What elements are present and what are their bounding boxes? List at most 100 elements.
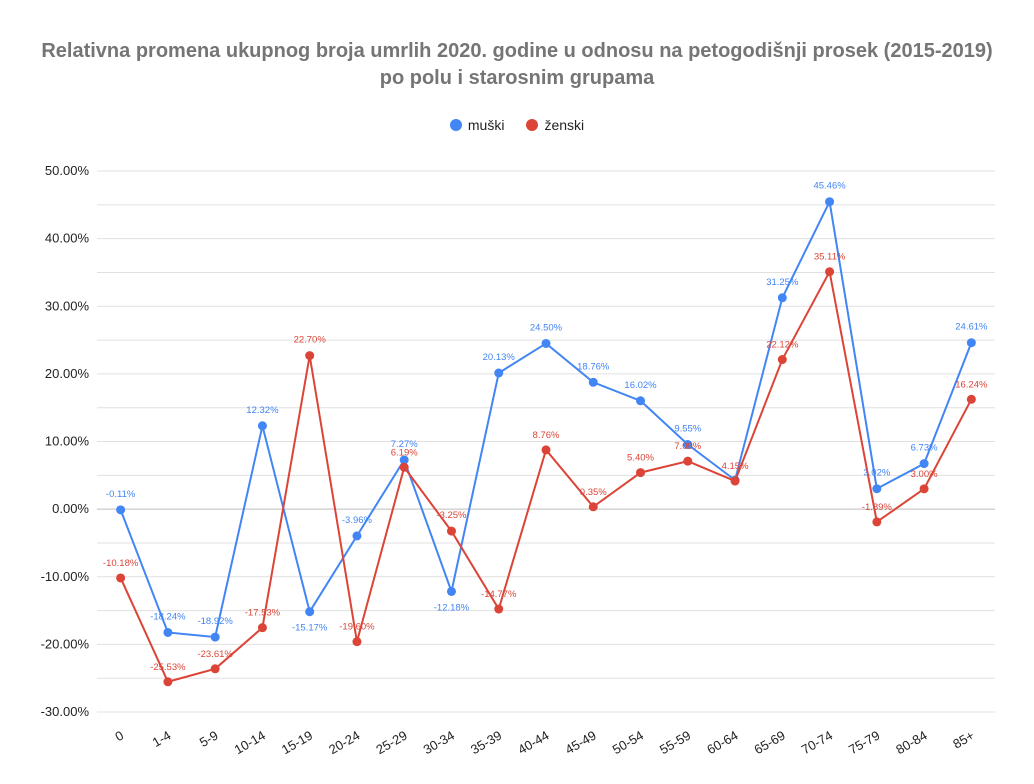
- data-point-female[interactable]: [116, 573, 126, 583]
- data-point-male[interactable]: [446, 586, 456, 596]
- data-point-female[interactable]: [541, 445, 551, 455]
- data-point-female[interactable]: [494, 604, 504, 614]
- data-point-female[interactable]: [352, 637, 362, 647]
- data-label-female: 22.70%: [294, 335, 327, 346]
- data-point-male[interactable]: [919, 459, 929, 469]
- data-point-male[interactable]: [257, 421, 267, 431]
- data-point-male[interactable]: [116, 505, 126, 515]
- data-point-female[interactable]: [919, 484, 929, 494]
- data-point-male[interactable]: [399, 455, 409, 465]
- data-label-male: -18.92%: [197, 616, 233, 627]
- data-point-male[interactable]: [683, 440, 693, 450]
- x-tick-label: 50-54: [610, 728, 646, 758]
- legend-label-male: muški: [467, 117, 505, 133]
- y-tick-label: 50.00%: [45, 163, 90, 178]
- y-tick-label: 30.00%: [45, 298, 90, 313]
- data-point-female[interactable]: [399, 462, 409, 472]
- data-label-male: 20.13%: [483, 352, 516, 363]
- data-label-male: 12.32%: [246, 405, 279, 416]
- data-point-male[interactable]: [305, 607, 315, 617]
- series-female: [116, 267, 976, 687]
- data-label-female: -17.53%: [245, 608, 281, 619]
- x-tick-label: 20-24: [326, 728, 362, 758]
- data-label-female: -25.53%: [150, 662, 186, 673]
- data-label-female: 16.24%: [955, 379, 988, 390]
- data-point-male[interactable]: [494, 368, 504, 378]
- data-point-male[interactable]: [588, 377, 598, 387]
- data-point-male[interactable]: [872, 484, 882, 494]
- data-label-male: 18.76%: [577, 361, 610, 372]
- data-point-male[interactable]: [541, 338, 551, 348]
- x-tick-label: 40-44: [515, 728, 551, 758]
- legend-label-female: ženski: [544, 117, 585, 133]
- y-tick-label: -30.00%: [41, 704, 90, 719]
- x-tick-label: 70-74: [799, 728, 835, 758]
- data-point-female[interactable]: [210, 664, 220, 674]
- data-point-male[interactable]: [966, 338, 976, 348]
- data-point-female[interactable]: [305, 351, 315, 361]
- data-point-female[interactable]: [163, 677, 173, 687]
- data-point-male[interactable]: [163, 627, 173, 637]
- data-label-male: 6.73%: [911, 443, 938, 454]
- data-point-male[interactable]: [352, 531, 362, 541]
- data-point-male[interactable]: [777, 293, 787, 303]
- x-tick-label: 60-64: [704, 728, 740, 758]
- x-tick-label: 25-29: [373, 728, 409, 758]
- data-point-female[interactable]: [636, 468, 646, 478]
- x-tick-label: 80-84: [893, 728, 929, 758]
- data-label-male: -15.17%: [292, 623, 328, 634]
- data-label-female: -19.60%: [339, 622, 375, 633]
- x-tick-label: 5-9: [197, 728, 221, 750]
- data-label-female: -14.77%: [481, 589, 517, 600]
- data-point-male[interactable]: [636, 396, 646, 406]
- data-point-male[interactable]: [825, 197, 835, 207]
- data-point-female[interactable]: [257, 623, 267, 633]
- x-axis: 0 1-4 5-9 10-14 15-19 20-24 25-29 30-34 35-39 40-…: [112, 728, 977, 758]
- y-tick-label: -10.00%: [41, 569, 90, 584]
- data-label-female: -10.18%: [103, 558, 139, 569]
- y-tick-label: -20.00%: [41, 636, 90, 651]
- chart-title: Relativna promena ukupnog broja umrlih 2…: [41, 40, 993, 89]
- legend-item-female[interactable]: ženski: [526, 117, 584, 133]
- data-label-female: 35.11%: [814, 252, 846, 263]
- data-point-female[interactable]: [777, 355, 787, 365]
- data-label-female: 22.12%: [766, 340, 799, 351]
- x-tick-label: 55-59: [657, 728, 693, 758]
- legend: muški ženski: [0, 117, 1034, 133]
- x-tick-label: 35-39: [468, 728, 504, 758]
- y-axis: 50.00% 40.00% 30.00% 20.00% 10.00% 0.00% -10.0…: [41, 163, 90, 719]
- data-label-female: 7.09%: [674, 441, 701, 452]
- data-label-female: 3.00%: [911, 469, 938, 480]
- data-label-male: 31.25%: [766, 277, 799, 288]
- data-labels: -0.11% -18.24% -18.92% 12.32% -15.17% -3.96% 7…: [103, 181, 988, 673]
- y-tick-label: 40.00%: [45, 231, 90, 246]
- legend-item-male[interactable]: muški: [449, 117, 505, 133]
- data-label-male: 24.61%: [955, 322, 988, 333]
- legend-dot-male: [449, 119, 462, 131]
- x-tick-label: 15-19: [279, 728, 315, 758]
- data-point-female[interactable]: [683, 456, 693, 466]
- data-point-female[interactable]: [446, 526, 456, 536]
- data-label-female: -3.25%: [436, 510, 467, 521]
- data-label-female: 5.40%: [627, 453, 654, 464]
- data-point-female[interactable]: [588, 502, 598, 512]
- data-point-female[interactable]: [966, 394, 976, 404]
- data-label-female: -1.89%: [862, 502, 893, 513]
- data-point-female[interactable]: [872, 517, 882, 527]
- y-tick-label: 20.00%: [45, 366, 90, 381]
- data-point-female[interactable]: [730, 476, 740, 486]
- data-point-female[interactable]: [825, 267, 835, 277]
- x-tick-label: 30-34: [421, 728, 457, 758]
- y-tick-label: 0.00%: [52, 501, 89, 516]
- data-label-male: 7.27%: [391, 439, 418, 450]
- data-label-male: -3.96%: [342, 515, 373, 526]
- x-tick-label: 1-4: [150, 728, 174, 750]
- y-tick-label: 10.00%: [45, 434, 90, 449]
- data-point-male[interactable]: [210, 632, 220, 642]
- x-tick-label: 85+: [950, 728, 977, 752]
- data-label-male: 3.02%: [863, 468, 890, 479]
- data-label-male: -0.11%: [106, 489, 136, 500]
- data-label-female: 0.35%: [580, 487, 607, 498]
